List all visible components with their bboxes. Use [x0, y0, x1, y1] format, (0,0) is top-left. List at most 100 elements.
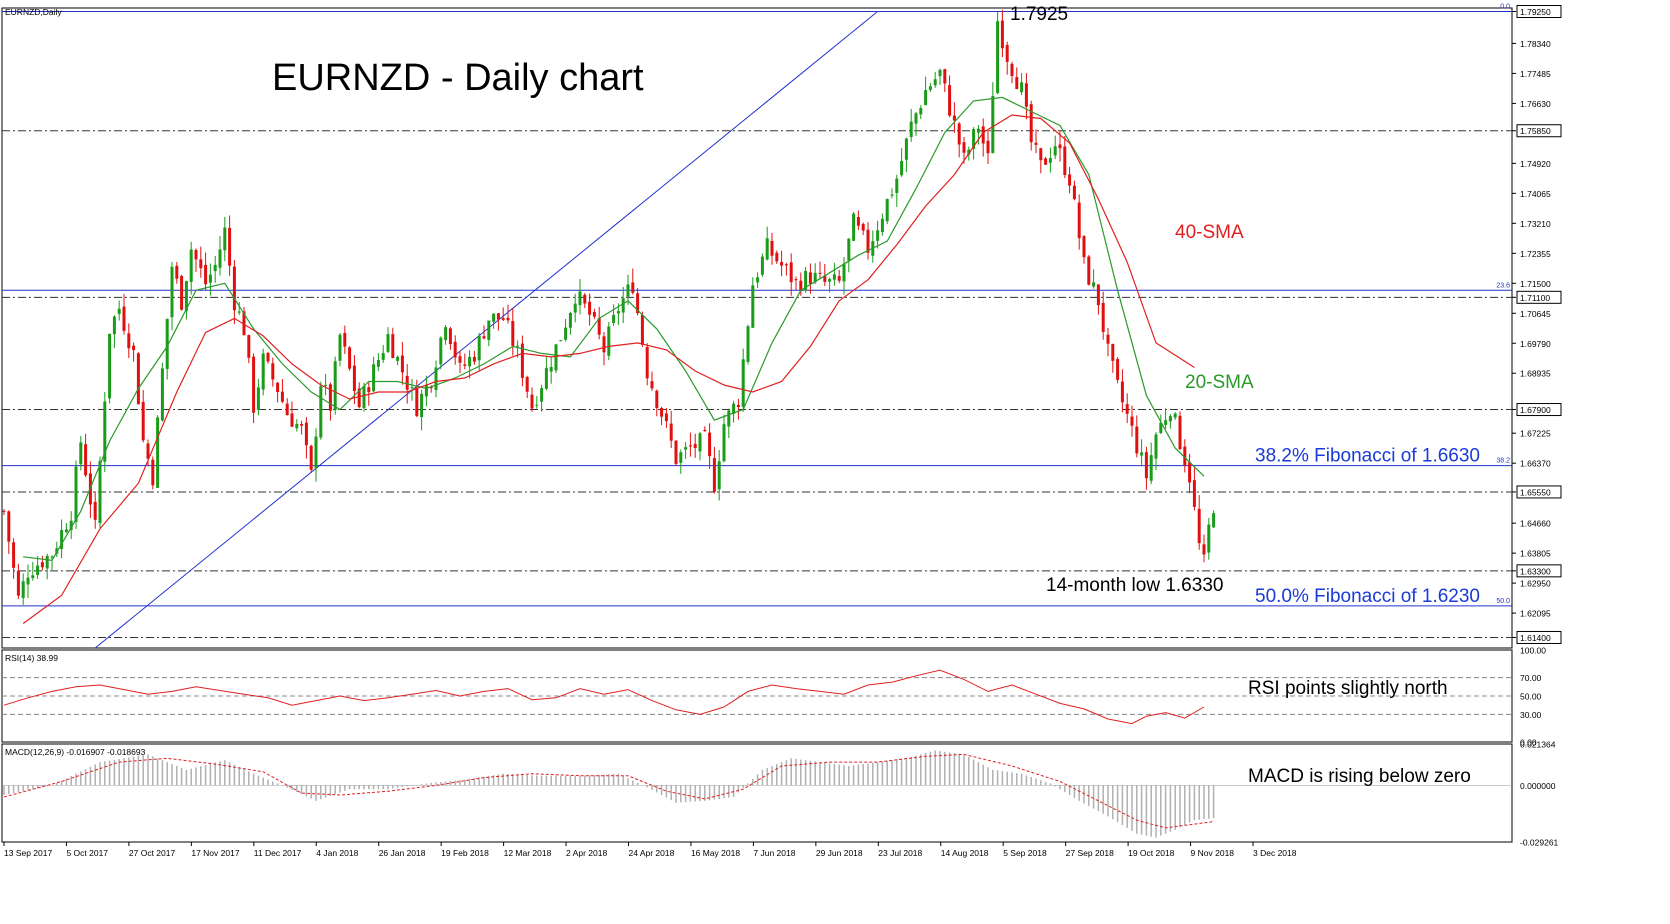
macd-panel-frame [1, 743, 1513, 843]
candle-body [333, 361, 337, 410]
high-label: 1.7925 [1010, 4, 1068, 25]
candle-body [1092, 282, 1096, 287]
candle-body [852, 213, 856, 241]
candle-body [1130, 416, 1134, 426]
candle-body [981, 126, 985, 144]
candle-body [741, 359, 745, 407]
trendline [94, 11, 878, 649]
candle-body [64, 529, 68, 533]
candle-body [420, 393, 424, 418]
candle-body [1039, 148, 1043, 161]
price-tick-label: 1.68935 [1520, 369, 1551, 379]
candle-body [276, 382, 280, 393]
price-tick-label: 1.63805 [1520, 549, 1551, 559]
candle-body [146, 443, 150, 459]
price-level-box [1516, 290, 1562, 304]
candle-body [98, 460, 102, 524]
candle-body [213, 264, 217, 272]
x-axis-label: 26 Jan 2018 [379, 848, 426, 858]
candle-body [693, 443, 697, 448]
candle-body [1053, 146, 1057, 156]
candle-body [74, 466, 78, 522]
candle-body [588, 301, 592, 315]
price-tick-label: 1.71100 [1520, 293, 1550, 303]
candle-body [1096, 284, 1100, 306]
candle-body [607, 326, 611, 356]
candle-body [684, 447, 688, 450]
symbol-label: EURNZD,Daily [5, 7, 62, 17]
candle-body [832, 274, 836, 280]
x-axis-label: 29 Jun 2018 [816, 848, 863, 858]
macd-tick-label: 0.000000 [1520, 781, 1556, 791]
candle-body [84, 444, 88, 476]
candle-body [664, 413, 668, 422]
candle-body [530, 394, 534, 409]
candle-body [760, 256, 764, 275]
candle-body [156, 417, 160, 488]
candle-body [1111, 343, 1115, 361]
candle-body [50, 556, 54, 558]
candle-body [938, 69, 942, 77]
candle-body [775, 252, 779, 262]
candle-body [170, 266, 174, 318]
x-axis-label: 13 Sep 2017 [4, 848, 52, 858]
candle-body [324, 384, 328, 386]
candle-body [252, 356, 256, 413]
candle-body [36, 565, 40, 575]
candle-body [112, 316, 116, 335]
price-level-box [1516, 564, 1562, 578]
candle-body [338, 334, 342, 361]
candle-body [160, 368, 164, 421]
candle-body [962, 142, 966, 153]
price-tick-label: 1.61400 [1520, 633, 1551, 643]
candle-body [578, 291, 582, 306]
candle-body [1044, 158, 1048, 165]
candle-body [784, 264, 788, 266]
chart-title: EURNZD - Daily chart [272, 57, 644, 99]
candle-body [813, 272, 817, 283]
candle-body [290, 413, 294, 427]
candle-body [564, 327, 568, 340]
x-axis-label: 2 Apr 2018 [566, 848, 607, 858]
price-tick-label: 1.78340 [1520, 39, 1551, 49]
candle-body [1168, 416, 1172, 422]
candle-body [746, 326, 750, 362]
price-tick-label: 1.71500 [1520, 279, 1551, 289]
fibonacci-annotation: 38.2% Fibonacci of 1.6630 [1255, 446, 1480, 467]
candle-body [1120, 381, 1124, 403]
candle-body [1072, 185, 1076, 200]
sma20-label: 20-SMA [1185, 372, 1254, 393]
candle-body [679, 452, 683, 463]
candle-body [914, 113, 918, 124]
candle-body [285, 403, 289, 416]
candle-body [108, 333, 112, 399]
candle-body [60, 530, 64, 549]
candle-body [583, 294, 587, 304]
candle-body [924, 90, 928, 106]
candle-body [808, 272, 812, 284]
rsi-line [3, 669, 1205, 725]
price-tick-label: 1.76630 [1520, 99, 1551, 109]
candle-body [616, 311, 620, 314]
candle-body [175, 265, 179, 279]
candle-body [640, 314, 644, 345]
candle-body [266, 353, 270, 362]
candle-body [468, 356, 472, 367]
candle-body [804, 270, 808, 291]
candle-body [818, 272, 822, 274]
candle-body [952, 115, 956, 121]
rsi-tick-label: 100.00 [1520, 646, 1546, 656]
candle-body [1164, 420, 1168, 425]
x-axis-label: 16 May 2018 [691, 848, 740, 858]
fibonacci-annotation: 50.0% Fibonacci of 1.6230 [1255, 586, 1480, 607]
candle-body [31, 575, 35, 579]
candle-body [948, 85, 952, 116]
candle-body [136, 353, 140, 405]
candle-body [549, 366, 553, 372]
candle-body [943, 69, 947, 84]
candle-body [674, 440, 678, 464]
price-tick-label: 1.65550 [1520, 487, 1551, 497]
price-tick-label: 1.74920 [1520, 159, 1551, 169]
price-tick-label: 1.62950 [1520, 579, 1551, 589]
candle-body [357, 388, 361, 408]
